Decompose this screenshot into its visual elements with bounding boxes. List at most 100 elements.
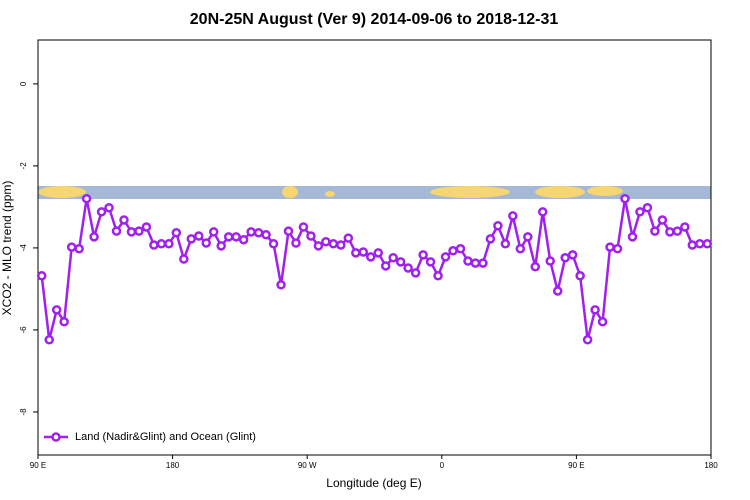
data-point <box>276 280 286 290</box>
data-point <box>366 252 376 262</box>
data-point <box>186 234 197 244</box>
data-point <box>156 239 167 249</box>
data-point <box>538 207 548 217</box>
data-point <box>575 271 585 281</box>
data-point <box>410 268 421 278</box>
data-point <box>351 248 361 258</box>
data-point <box>508 211 518 221</box>
data-point <box>253 227 264 238</box>
data-point <box>321 237 331 247</box>
x-tick-label: 180 <box>166 461 180 470</box>
data-point <box>582 335 593 345</box>
data-point <box>418 250 428 260</box>
data-point <box>665 227 675 237</box>
data-point <box>448 246 458 256</box>
data-point <box>545 256 555 266</box>
data-point <box>194 231 204 241</box>
data-point <box>395 257 406 267</box>
data-point <box>493 221 503 231</box>
data-point <box>500 239 511 249</box>
chart-title: 20N-25N August (Ver 9) 2014-09-06 to 201… <box>190 11 559 28</box>
data-point <box>485 234 496 244</box>
data-point <box>552 286 563 296</box>
data-point <box>336 240 346 250</box>
data-point <box>605 242 615 252</box>
y-tick-label: 0 <box>19 81 28 86</box>
data-point <box>515 243 526 254</box>
data-point <box>440 252 451 262</box>
data-point <box>612 243 623 254</box>
y-tick-label: -8 <box>19 408 28 416</box>
y-tick-label: -6 <box>19 326 28 334</box>
data-point <box>680 222 690 232</box>
data-point <box>306 231 316 241</box>
data-point <box>373 248 383 258</box>
data-point <box>283 226 294 236</box>
data-point <box>238 234 249 245</box>
data-point <box>149 240 159 250</box>
data-point <box>478 258 488 268</box>
legend-marker <box>51 432 61 442</box>
data-point <box>208 227 219 237</box>
data-point <box>141 222 152 232</box>
data-point <box>119 215 129 225</box>
x-axis-label: Longitude (deg E) <box>326 476 421 490</box>
data-point <box>298 222 309 232</box>
x-tick-label: 0 <box>440 461 445 470</box>
data-point <box>597 316 608 327</box>
data-point <box>231 232 241 242</box>
data-point <box>567 250 578 260</box>
data-point <box>463 256 473 266</box>
data-point <box>59 316 69 327</box>
data-point <box>380 261 391 271</box>
data-point <box>104 202 114 213</box>
data-point <box>36 271 47 281</box>
data-point <box>81 193 92 204</box>
data-point <box>111 226 122 236</box>
data-point <box>672 226 683 236</box>
data-point <box>530 262 541 272</box>
data-point <box>328 239 339 249</box>
data-point <box>695 239 705 249</box>
data-point <box>343 233 354 243</box>
x-tick-label: 180 <box>704 461 718 470</box>
legend-label: Land (Nadir&Glint) and Ocean (Glint) <box>75 431 256 443</box>
data-point <box>455 243 466 254</box>
data-point <box>358 247 369 257</box>
data-point <box>560 253 570 263</box>
data-point <box>425 257 436 267</box>
data-point <box>246 227 256 237</box>
series-line <box>40 198 708 341</box>
data-point <box>223 232 234 242</box>
x-tick-label: 90 E <box>30 461 46 470</box>
data-point <box>523 232 533 242</box>
data-point <box>66 242 77 252</box>
data-point <box>268 239 279 249</box>
data-point <box>627 232 638 242</box>
data-point <box>620 193 630 204</box>
data-point <box>433 271 443 281</box>
data-point <box>74 243 84 254</box>
data-point <box>388 253 398 263</box>
data-point <box>171 227 182 238</box>
data-point <box>261 230 271 240</box>
data-point <box>89 232 99 242</box>
data-point <box>313 241 324 251</box>
data-point <box>403 263 413 273</box>
data-point <box>126 227 137 237</box>
data-point <box>657 215 668 225</box>
data-point <box>470 258 481 268</box>
data-point <box>291 238 301 248</box>
data-point <box>642 202 653 213</box>
data-point <box>216 241 226 251</box>
data-point <box>96 207 107 217</box>
y-tick-label: -4 <box>19 244 28 252</box>
data-point <box>590 305 600 315</box>
data-point <box>134 226 144 236</box>
map-strip <box>38 186 711 199</box>
data-point <box>702 239 713 249</box>
data-point <box>687 240 698 250</box>
data-point <box>44 335 54 345</box>
data-point <box>201 238 211 248</box>
data-point <box>179 254 189 264</box>
